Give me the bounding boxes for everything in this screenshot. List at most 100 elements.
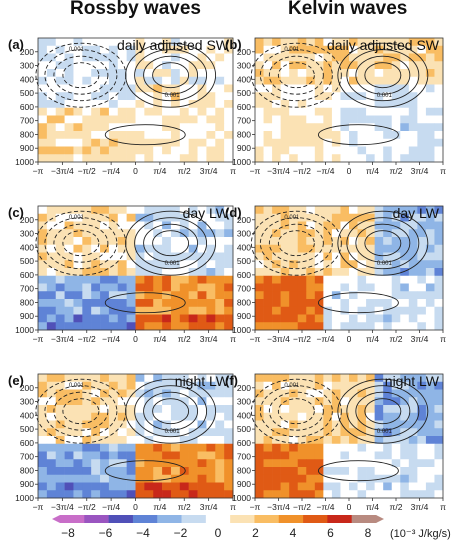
y-tick-label: 300 [237, 61, 251, 71]
heatmap-cell [357, 474, 367, 483]
heatmap-cell [263, 405, 273, 414]
heatmap-cell [349, 420, 358, 429]
heatmap-cell [215, 322, 225, 331]
heatmap-cell [417, 314, 427, 323]
heatmap-cell [153, 490, 163, 499]
heatmap-cell [108, 291, 119, 300]
heatmap-cell [188, 467, 198, 476]
heatmap-cell [55, 107, 65, 116]
heatmap-cell [289, 381, 299, 390]
heatmap-cell [400, 115, 410, 124]
heatmap-cell [73, 69, 83, 78]
heatmap-cell [153, 389, 163, 398]
heatmap-cell [46, 420, 57, 429]
heatmap-cell [366, 221, 375, 230]
heatmap-cell [280, 420, 290, 429]
heatmap-cell [197, 381, 207, 390]
heatmap-cell [349, 92, 358, 101]
heatmap-cell [366, 76, 375, 85]
heatmap-cell [215, 237, 225, 246]
heatmap-cell [340, 138, 350, 147]
contour-positive [364, 398, 402, 425]
heatmap-cell [434, 314, 444, 323]
heatmap-cell [374, 260, 384, 269]
heatmap-cell [170, 229, 181, 238]
heatmap-cell [64, 53, 74, 62]
heatmap-cell [306, 244, 316, 253]
heatmap-cell [55, 260, 65, 269]
heatmap-cell [357, 397, 367, 406]
heatmap-cell [100, 490, 110, 499]
heatmap-cell [272, 154, 281, 163]
heatmap-cell [144, 69, 154, 78]
heatmap-cell [323, 252, 333, 261]
heatmap-cell [100, 146, 110, 155]
heatmap-cell [197, 275, 207, 284]
heatmap-cell [82, 374, 92, 383]
heatmap-cell [215, 206, 225, 215]
heatmap-cell [126, 459, 136, 468]
heatmap-cell [82, 76, 92, 85]
heatmap-cell [306, 69, 316, 78]
heatmap-cell [417, 291, 427, 300]
heatmap-cell [73, 275, 83, 284]
heatmap-cell [400, 123, 410, 132]
heatmap-cell [255, 115, 264, 124]
heatmap-cell [263, 154, 273, 163]
heatmap-cell [434, 260, 444, 269]
heatmap-cell [383, 131, 393, 140]
heatmap-cell [153, 482, 163, 491]
heatmap-cell [289, 322, 299, 331]
heatmap-cell [357, 69, 367, 78]
heatmap-cell [331, 146, 341, 155]
heatmap-cell [82, 260, 92, 269]
panel-title: night LW [385, 373, 440, 389]
x-tick-label: −π/2 [78, 502, 96, 512]
heatmap-cell [357, 299, 367, 308]
heatmap-cell [425, 221, 435, 230]
heatmap-cell [224, 412, 234, 421]
heatmap-cell [188, 45, 198, 54]
heatmap-cell [153, 443, 163, 452]
heatmap-cell [100, 84, 110, 93]
heatmap-cell [425, 146, 435, 155]
heatmap-cell [263, 84, 273, 93]
heatmap-cell [434, 69, 444, 78]
heatmap-cell [224, 299, 234, 308]
heatmap-cell [224, 443, 234, 452]
heatmap-cell [144, 490, 154, 499]
heatmap-cell [55, 123, 65, 132]
heatmap-cell [280, 138, 290, 147]
heatmap-cell [170, 61, 181, 70]
heatmap-cell [400, 244, 410, 253]
heatmap-cell [255, 237, 264, 246]
heatmap-cell [306, 374, 316, 383]
heatmap-cell [289, 252, 299, 261]
heatmap-cell [374, 322, 384, 331]
heatmap-cell [46, 221, 57, 230]
heatmap-cell [197, 154, 207, 163]
heatmap-cell [215, 467, 225, 476]
heatmap-cell [323, 206, 333, 215]
heatmap-cell [383, 229, 393, 238]
heatmap-cell [314, 314, 324, 323]
heatmap-cell [100, 260, 110, 269]
heatmap-cell [215, 92, 225, 101]
heatmap-cell [391, 451, 401, 460]
heatmap-cell [400, 306, 410, 315]
heatmap-cell [417, 61, 427, 70]
heatmap-cell [179, 107, 189, 116]
heatmap-cell [215, 123, 225, 132]
heatmap-cell [55, 229, 65, 238]
heatmap-cell [349, 61, 358, 70]
heatmap-cell [215, 314, 225, 323]
heatmap-cell [255, 61, 264, 70]
heatmap-cell [366, 138, 375, 147]
heatmap-cell [38, 213, 48, 222]
colorbar-segment [132, 515, 158, 523]
x-tick-label: −π [33, 166, 44, 176]
heatmap-cell [280, 459, 290, 468]
heatmap-cell [126, 451, 136, 460]
heatmap-cell [408, 100, 418, 109]
colorbar-segment [181, 515, 207, 523]
